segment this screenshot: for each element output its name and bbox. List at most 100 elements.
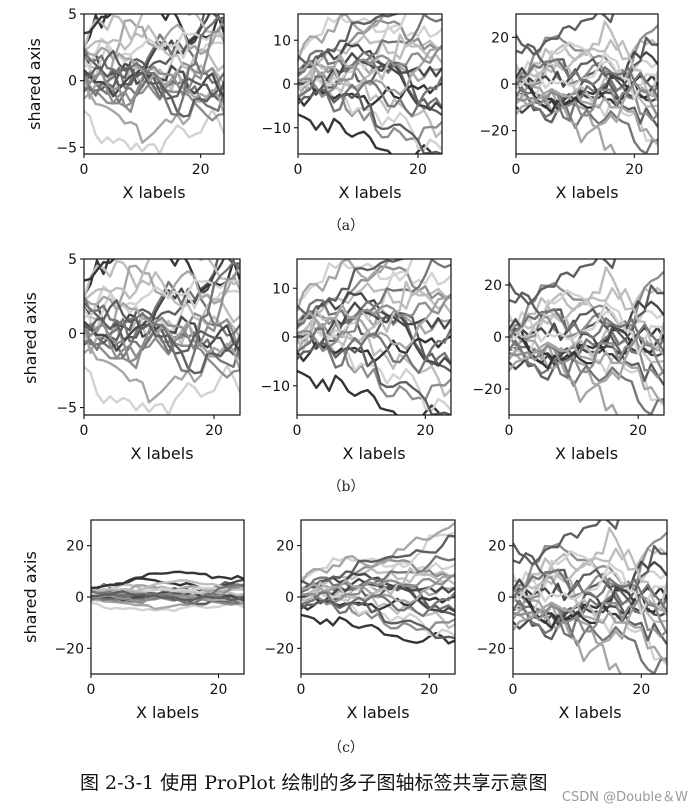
series-group bbox=[301, 521, 455, 645]
y-tick-label: 0 bbox=[282, 77, 291, 93]
series-line-19 bbox=[509, 341, 664, 404]
series-line-12 bbox=[84, 67, 224, 122]
series-line-19 bbox=[516, 87, 658, 145]
x-axis-label: X labels bbox=[136, 703, 199, 722]
series-line-21 bbox=[516, 58, 658, 98]
series-line-10 bbox=[84, 260, 240, 324]
series-line-13 bbox=[297, 259, 451, 329]
series-line-2 bbox=[509, 266, 664, 327]
series-line-17 bbox=[516, 52, 658, 101]
series-line-20 bbox=[297, 293, 451, 353]
y-tick-label: 20 bbox=[488, 539, 506, 555]
series-line-21 bbox=[84, 260, 240, 373]
series-line-11 bbox=[301, 521, 455, 585]
series-line-22 bbox=[91, 590, 244, 602]
series-line-18 bbox=[516, 39, 658, 97]
series-line-3 bbox=[84, 82, 224, 144]
series-line-11 bbox=[297, 259, 390, 312]
series-line-1 bbox=[84, 108, 224, 154]
y-tick-label: −5 bbox=[56, 401, 77, 417]
y-tick-label: 5 bbox=[68, 252, 77, 268]
series-line-22 bbox=[297, 341, 451, 415]
series-line-8 bbox=[297, 369, 441, 415]
subplot-c-2: −20 0 20 0 20 X labels bbox=[264, 519, 456, 722]
subplot-a-2: −10 0 10 0 20 X labels bbox=[261, 13, 443, 202]
series-line-20 bbox=[84, 18, 224, 108]
y-tick-label: −10 bbox=[260, 379, 290, 395]
series-line-9 bbox=[301, 531, 455, 601]
series-line-20 bbox=[516, 80, 658, 118]
series-line-4 bbox=[298, 19, 442, 74]
y-tick-label: 10 bbox=[273, 33, 291, 49]
y-tick-label: 0 bbox=[500, 77, 509, 93]
x-tick-label: 0 bbox=[509, 682, 518, 698]
series-line-13 bbox=[298, 14, 442, 77]
series-line-22 bbox=[84, 49, 224, 99]
y-tick-label: 0 bbox=[497, 590, 506, 606]
y-tick-label: 20 bbox=[66, 539, 84, 555]
series-line-14 bbox=[513, 544, 667, 602]
series-line-9 bbox=[298, 14, 408, 90]
axes-frame bbox=[83, 258, 241, 416]
series-line-20 bbox=[298, 44, 442, 98]
x-tick-label: 0 bbox=[297, 682, 306, 698]
x-tick-label: 0 bbox=[80, 423, 89, 439]
x-axis-label: X labels bbox=[555, 444, 618, 463]
subplot-c-1: −20 0 20 0 20 X labels bbox=[54, 519, 245, 722]
x-axis-label: X labels bbox=[122, 183, 185, 202]
x-tick-label: 20 bbox=[625, 162, 643, 178]
series-line-5 bbox=[84, 280, 240, 359]
axes-frame bbox=[83, 13, 225, 155]
y-tick-label: 0 bbox=[285, 590, 294, 606]
x-tick-label: 0 bbox=[294, 162, 303, 178]
series-group bbox=[513, 520, 667, 674]
row-a-shared-ylabel: shared axis bbox=[25, 38, 44, 130]
series-line-14 bbox=[298, 14, 401, 68]
series-line-12 bbox=[84, 318, 240, 379]
series-line-22 bbox=[84, 299, 240, 353]
series-line-21 bbox=[91, 583, 244, 605]
x-axis-label: X labels bbox=[555, 183, 618, 202]
series-line-3 bbox=[84, 335, 240, 404]
y-tick-label: 0 bbox=[75, 590, 84, 606]
series-line-2 bbox=[513, 526, 667, 587]
series-group bbox=[298, 14, 442, 154]
series-line-18 bbox=[84, 259, 240, 302]
series-line-8 bbox=[298, 113, 433, 154]
subplot-b-3: −20 0 20 0 20 X labels bbox=[472, 258, 665, 463]
series-line-18 bbox=[301, 566, 455, 605]
x-tick-label: 0 bbox=[87, 682, 96, 698]
series-line-10 bbox=[297, 323, 451, 398]
series-line-10 bbox=[84, 14, 224, 72]
series-line-12 bbox=[509, 312, 664, 379]
series-line-18 bbox=[91, 579, 244, 593]
series-line-22 bbox=[513, 520, 620, 566]
y-tick-label: 20 bbox=[484, 278, 502, 294]
series-line-22 bbox=[301, 598, 455, 640]
series-line-20 bbox=[84, 263, 240, 364]
row-c-shared-ylabel: shared axis bbox=[21, 551, 40, 643]
x-axis-label: X labels bbox=[130, 444, 193, 463]
x-tick-label: 0 bbox=[512, 162, 521, 178]
x-tick-label: 20 bbox=[409, 162, 427, 178]
series-line-20 bbox=[513, 593, 667, 634]
series-group bbox=[84, 14, 224, 154]
row-b-shared-ylabel: shared axis bbox=[21, 292, 40, 384]
x-tick-label: 0 bbox=[293, 423, 302, 439]
x-tick-label: 20 bbox=[632, 682, 650, 698]
series-line-20 bbox=[301, 573, 455, 606]
series-line-13 bbox=[301, 555, 455, 594]
x-tick-label: 20 bbox=[210, 682, 228, 698]
subplot-c-3: −20 0 20 0 20 X labels bbox=[476, 519, 668, 722]
series-line-21 bbox=[84, 15, 224, 117]
y-tick-label: −20 bbox=[472, 382, 502, 398]
series-line-14 bbox=[84, 52, 224, 118]
series-line-18 bbox=[513, 547, 667, 611]
y-tick-label: 0 bbox=[493, 330, 502, 346]
series-line-18 bbox=[84, 14, 224, 53]
series-line-14 bbox=[301, 534, 455, 588]
series-line-11 bbox=[298, 14, 385, 62]
